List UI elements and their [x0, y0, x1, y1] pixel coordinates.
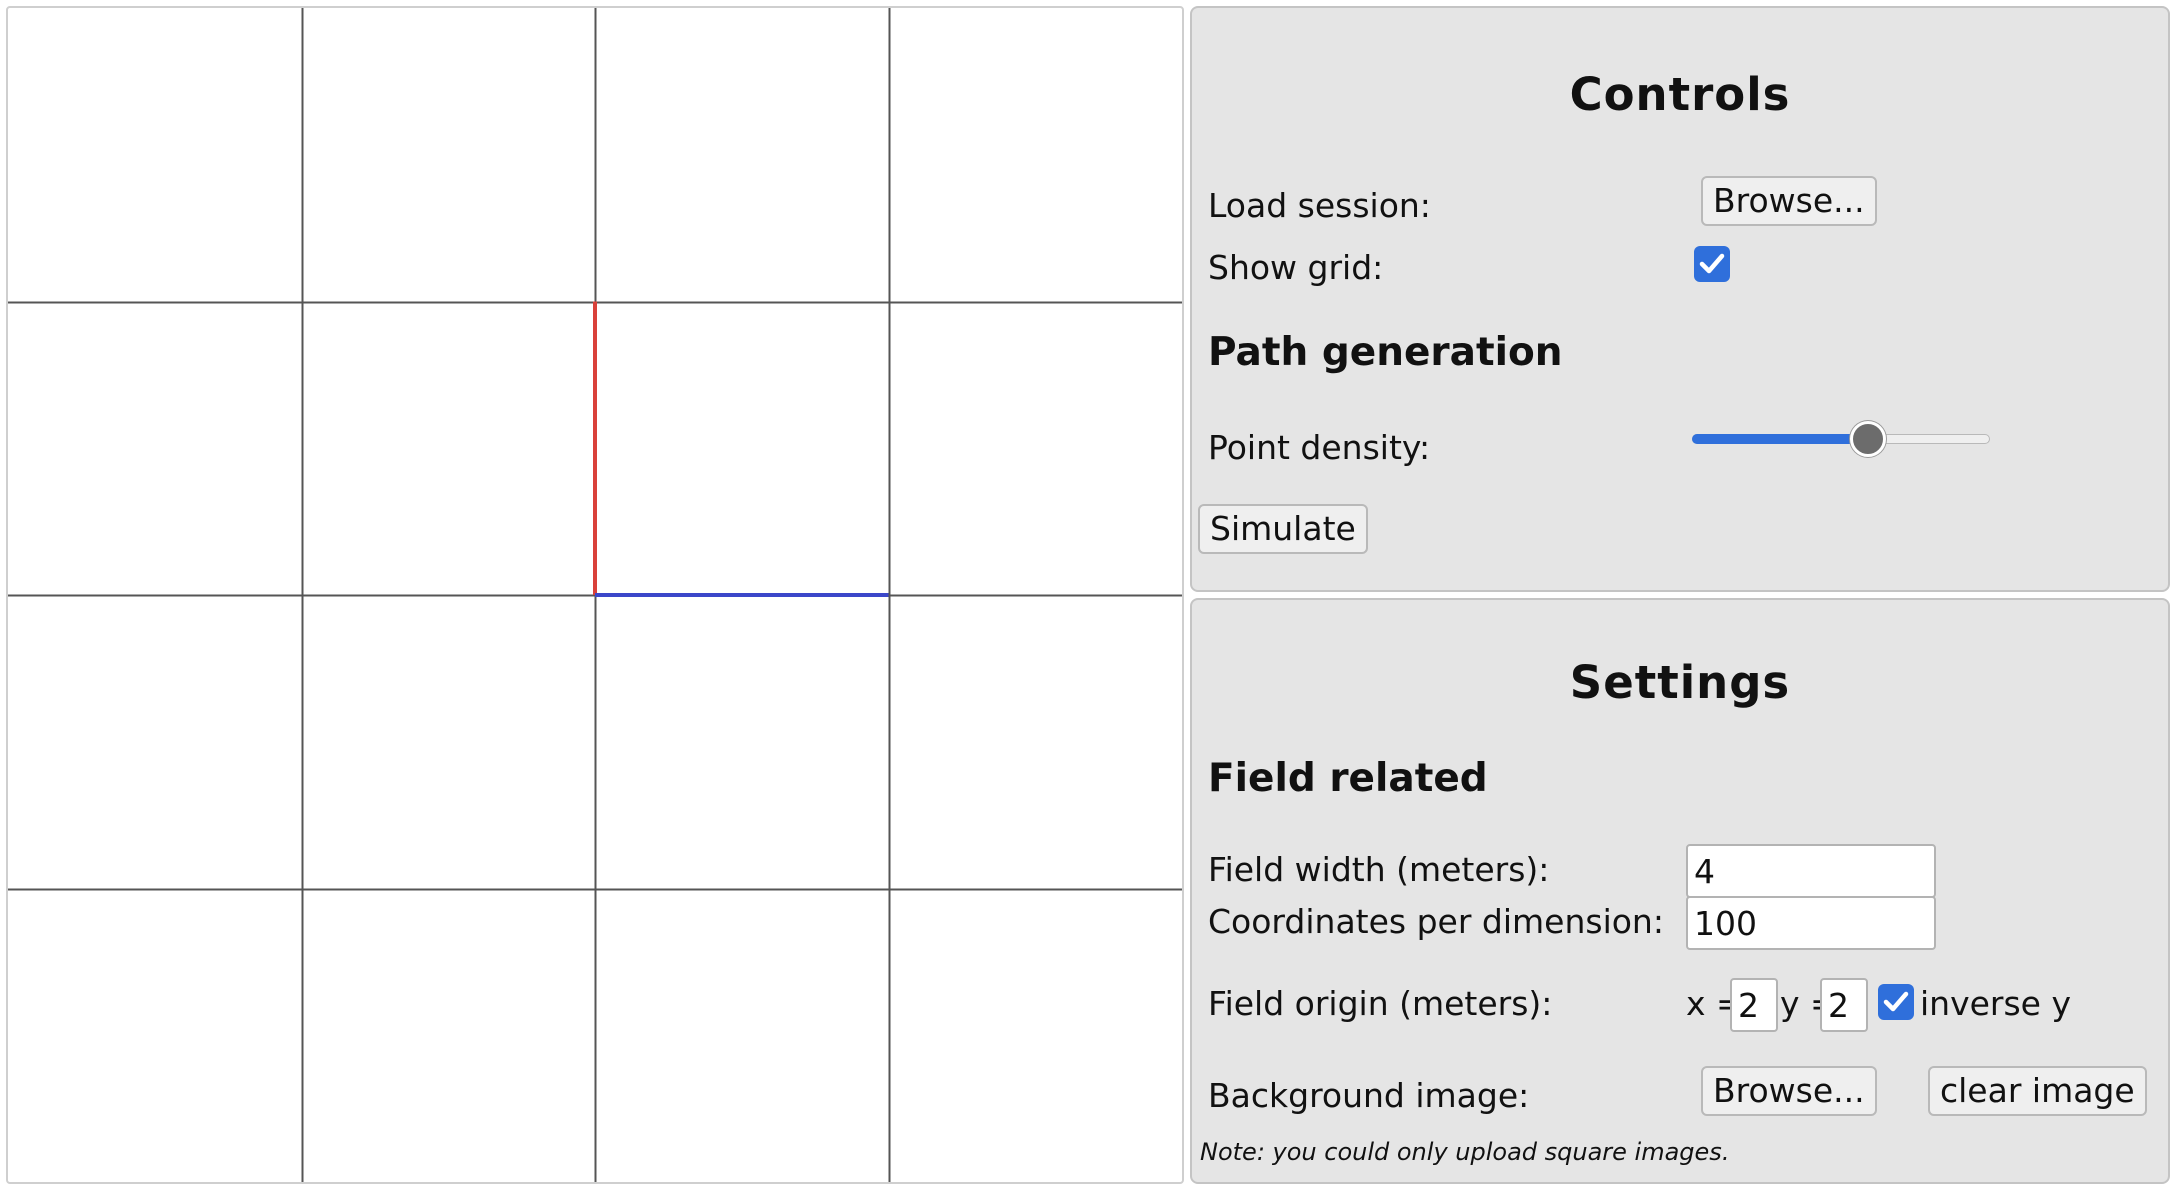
clear-image-button[interactable]: clear image	[1928, 1066, 2147, 1116]
upload-note: Note: you could only upload square image…	[1200, 1138, 1730, 1166]
controls-title: Controls	[1569, 68, 1791, 121]
slider-fill	[1692, 434, 1868, 444]
field-related-title: Field related	[1208, 756, 1488, 801]
field-grid	[8, 8, 1182, 1182]
path-generation-title: Path generation	[1208, 330, 1563, 375]
settings-panel: Settings Field related Field width (mete…	[1190, 598, 2170, 1184]
checkmark-icon	[1699, 253, 1725, 274]
point-density-label: Point density:	[1208, 428, 1431, 467]
field-canvas[interactable]	[6, 6, 1184, 1184]
load-session-label: Load session:	[1208, 186, 1431, 225]
field-width-input[interactable]	[1686, 844, 1936, 898]
settings-title: Settings	[1569, 656, 1791, 709]
point-density-slider[interactable]	[1692, 418, 1990, 458]
inverse-y-checkbox[interactable]	[1878, 984, 1914, 1020]
show-grid-label: Show grid:	[1208, 248, 1384, 287]
coordinates-per-dimension-input[interactable]	[1686, 896, 1936, 950]
coordinates-per-dimension-label: Coordinates per dimension:	[1208, 902, 1664, 941]
field-origin-label: Field origin (meters):	[1208, 984, 1553, 1023]
origin-x-input[interactable]	[1730, 978, 1778, 1032]
inverse-y-label: inverse y	[1920, 984, 2071, 1023]
simulate-button[interactable]: Simulate	[1198, 504, 1368, 554]
field-width-label: Field width (meters):	[1208, 850, 1550, 889]
load-session-browse-button[interactable]: Browse...	[1701, 176, 1877, 226]
origin-y-input[interactable]	[1820, 978, 1868, 1032]
checkmark-icon	[1883, 991, 1909, 1012]
background-image-browse-button[interactable]: Browse...	[1701, 1066, 1877, 1116]
show-grid-checkbox[interactable]	[1694, 246, 1730, 282]
controls-panel: Controls Load session: Browse... Show gr…	[1190, 6, 2170, 592]
slider-thumb[interactable]	[1849, 421, 1886, 457]
background-image-label: Background image:	[1208, 1076, 1530, 1115]
